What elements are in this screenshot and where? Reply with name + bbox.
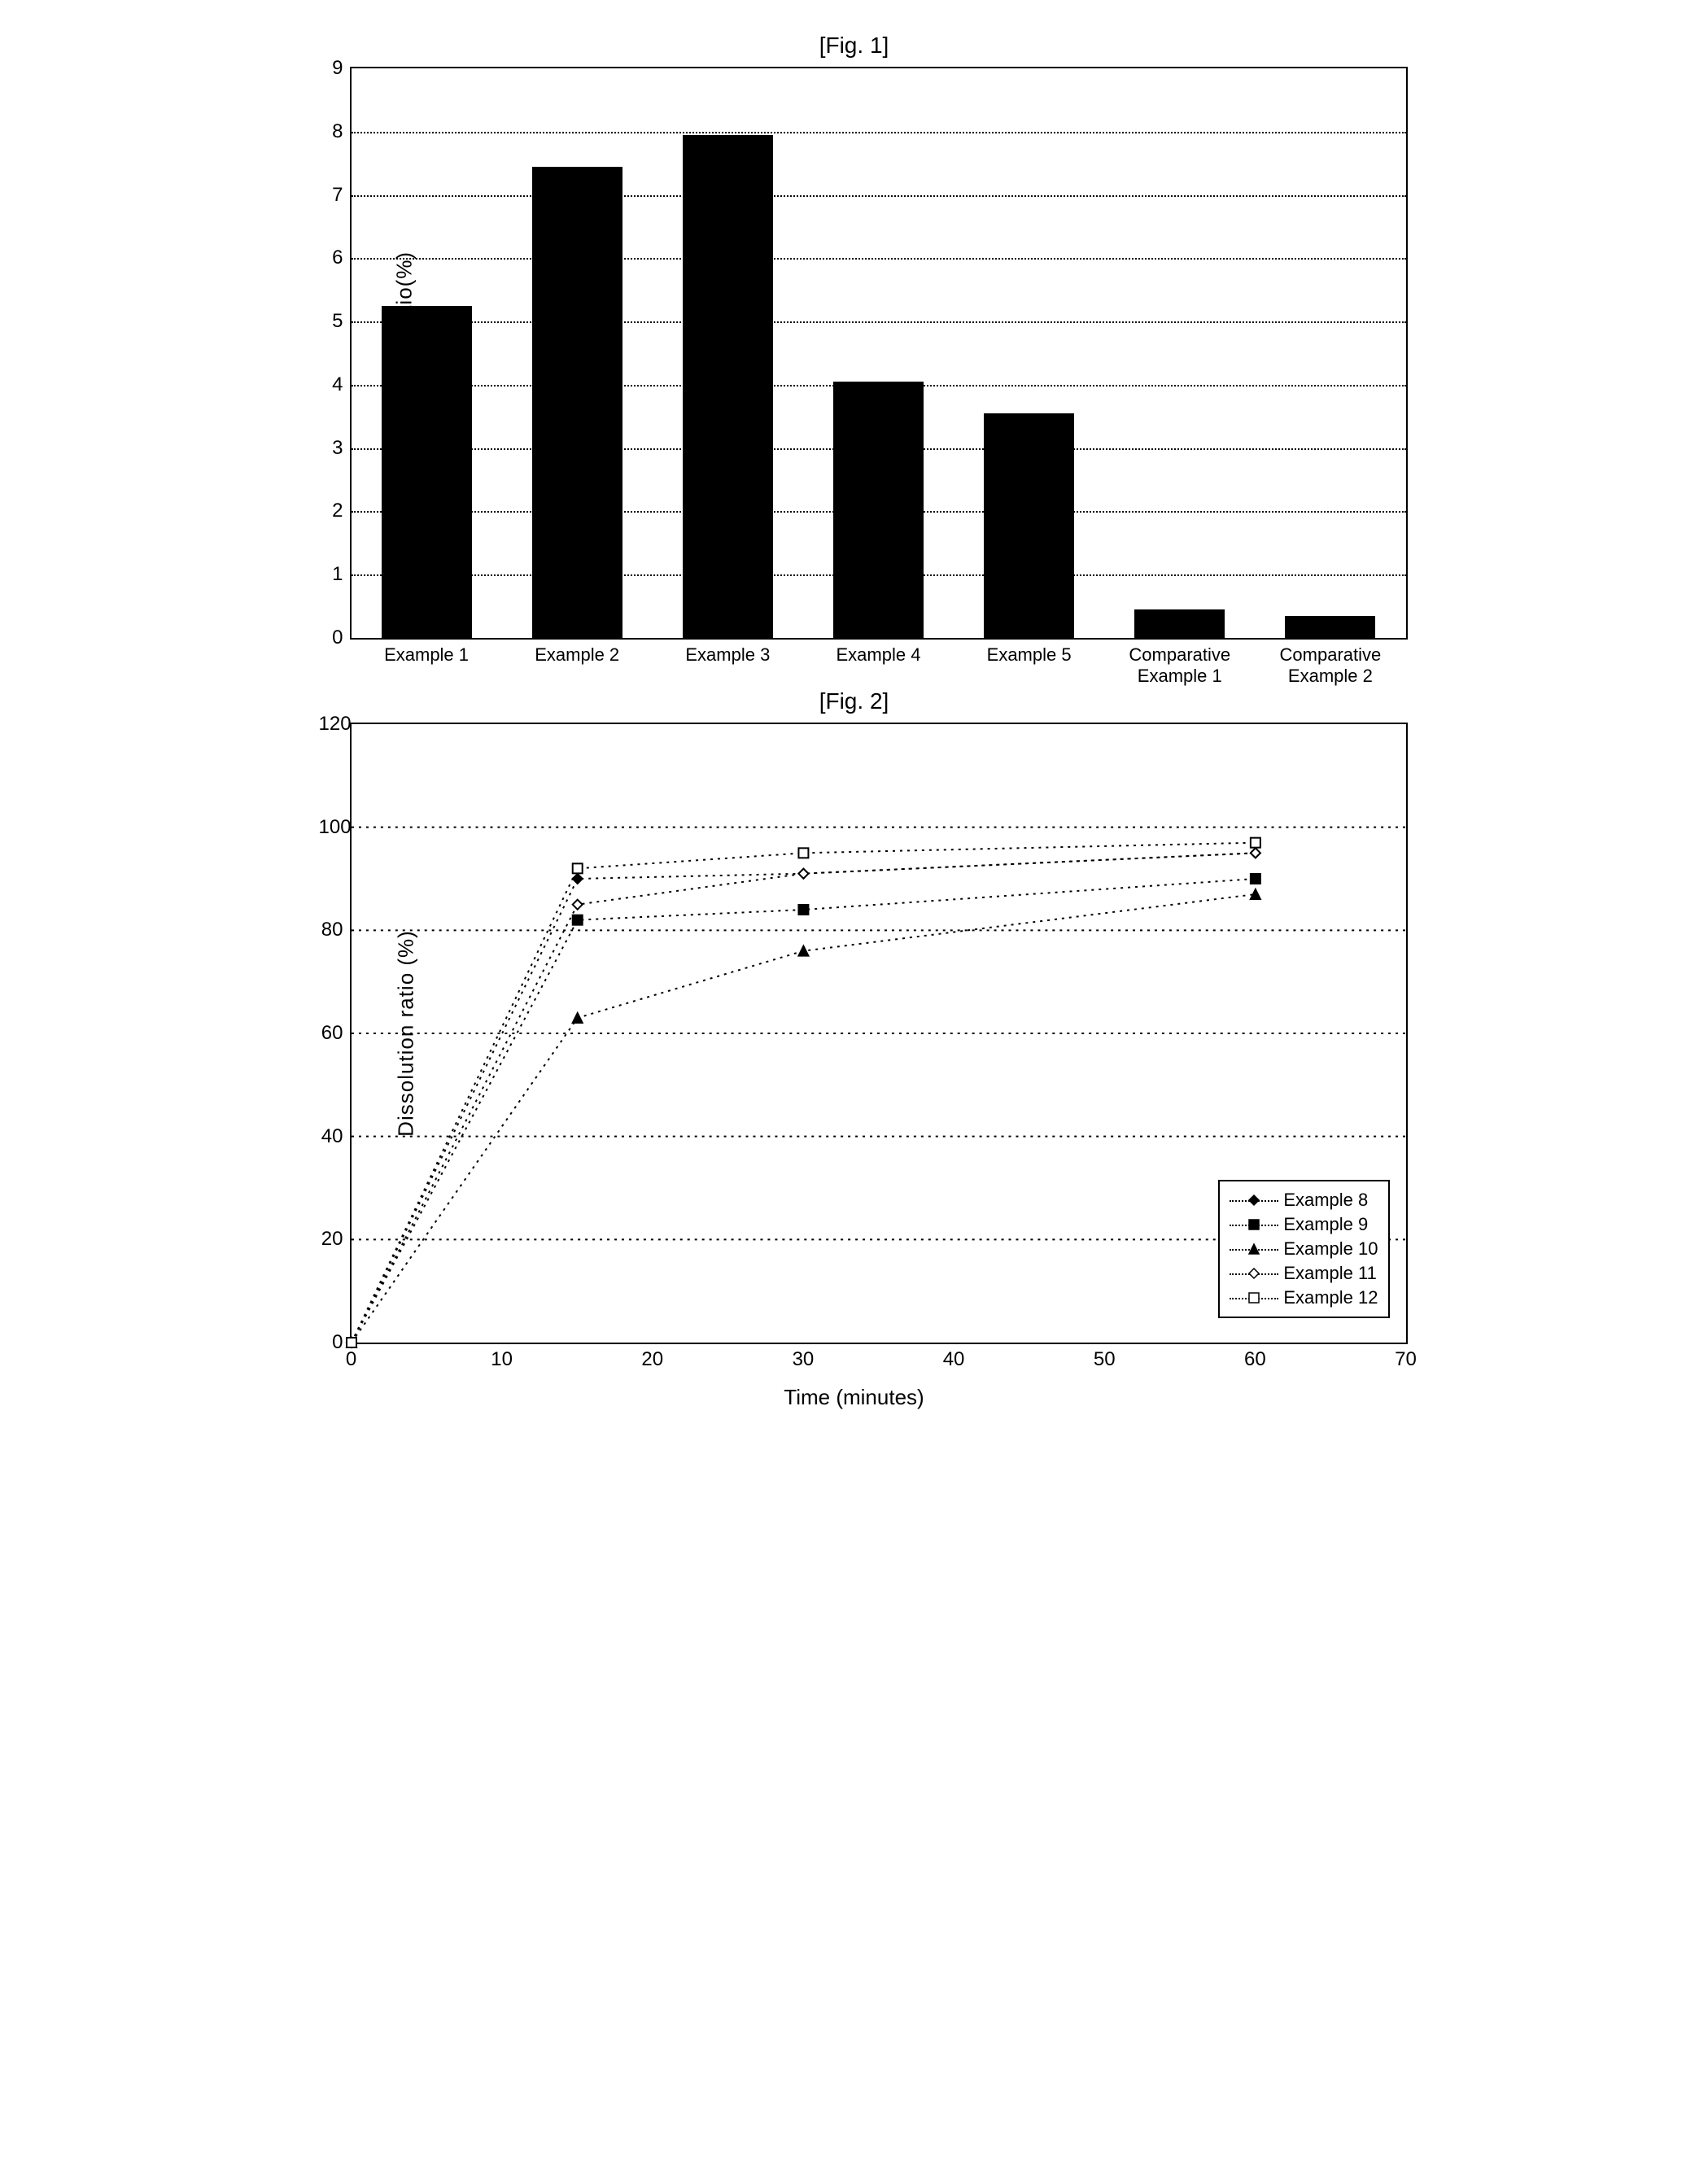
bar-slot: ComparativeExample 2	[1255, 68, 1405, 638]
line-chart: Dissolution ratio (%) Example 8Example 9…	[350, 723, 1408, 1344]
y-tick-label: 5	[319, 310, 343, 333]
bar	[683, 135, 773, 638]
y-tick-label: 120	[319, 713, 343, 736]
y-tick-label: 9	[319, 57, 343, 80]
y-tick-label: 80	[319, 919, 343, 941]
y-tick-label: 4	[319, 373, 343, 396]
bar-slot: Example 2	[502, 68, 653, 638]
y-tick-label: 7	[319, 184, 343, 207]
bar-slot: ComparativeExample 1	[1104, 68, 1255, 638]
x-tick-label: 30	[793, 1348, 815, 1371]
bar	[833, 382, 924, 638]
bar-slot: Example 4	[803, 68, 954, 638]
legend-symbol	[1230, 1194, 1278, 1207]
x-tick-label: 40	[943, 1348, 965, 1371]
x-tick-label: 70	[1395, 1348, 1417, 1371]
legend-row: Example 10	[1230, 1237, 1378, 1261]
legend-label: Example 11	[1283, 1263, 1377, 1284]
legend-row: Example 8	[1230, 1188, 1378, 1212]
y-tick-label: 60	[319, 1022, 343, 1045]
legend-label: Example 10	[1283, 1238, 1378, 1260]
y-tick-label: 2	[319, 500, 343, 522]
y-tick-label: 20	[319, 1228, 343, 1251]
bar	[1134, 609, 1225, 638]
legend-row: Example 9	[1230, 1212, 1378, 1237]
x-tick-label: 50	[1094, 1348, 1116, 1371]
legend-label: Example 12	[1283, 1287, 1378, 1308]
x-tick-label: 20	[641, 1348, 663, 1371]
bar-category-label: ComparativeExample 2	[1225, 644, 1435, 688]
x-tick-label: 10	[491, 1348, 513, 1371]
x-tick-label: 0	[346, 1348, 356, 1371]
y-tick-label: 40	[319, 1125, 343, 1148]
y-tick-label: 1	[319, 563, 343, 586]
y-tick-label: 6	[319, 247, 343, 269]
legend-symbol	[1230, 1218, 1278, 1231]
legend-symbol	[1230, 1291, 1278, 1304]
bars-container: Example 1Example 2Example 3Example 4Exam…	[352, 68, 1406, 638]
bar-slot: Example 1	[352, 68, 502, 638]
bar	[984, 413, 1074, 638]
figure-2: [Fig. 2] Dissolution ratio (%) Example 8…	[285, 688, 1424, 1410]
legend: Example 8 Example 9 Example 10 Example 11 Ex…	[1218, 1180, 1389, 1318]
legend-row: Example 11	[1230, 1261, 1378, 1286]
x-tick-label: 60	[1244, 1348, 1266, 1371]
y-tick-label: 8	[319, 120, 343, 143]
bar	[532, 167, 622, 638]
legend-label: Example 8	[1283, 1190, 1368, 1211]
legend-label: Example 9	[1283, 1214, 1368, 1235]
bar-slot: Example 5	[954, 68, 1104, 638]
fig2-title: [Fig. 2]	[285, 688, 1424, 714]
legend-symbol	[1230, 1267, 1278, 1280]
legend-symbol	[1230, 1242, 1278, 1255]
legend-row: Example 12	[1230, 1286, 1378, 1310]
bar-chart: Permeation ratio(%) 0123456789Example 1E…	[350, 67, 1408, 640]
bar	[382, 306, 472, 638]
bar	[1285, 616, 1375, 638]
bar-slot: Example 3	[653, 68, 803, 638]
fig1-title: [Fig. 1]	[285, 33, 1424, 59]
y-tick-label: 3	[319, 437, 343, 460]
figure-1: [Fig. 1] Permeation ratio(%) 0123456789E…	[285, 33, 1424, 640]
bar-plot-area: 0123456789Example 1Example 2Example 3Exa…	[352, 68, 1406, 638]
fig2-xlabel: Time (minutes)	[285, 1385, 1424, 1410]
y-tick-label: 0	[319, 1331, 343, 1354]
y-tick-label: 100	[319, 816, 343, 839]
